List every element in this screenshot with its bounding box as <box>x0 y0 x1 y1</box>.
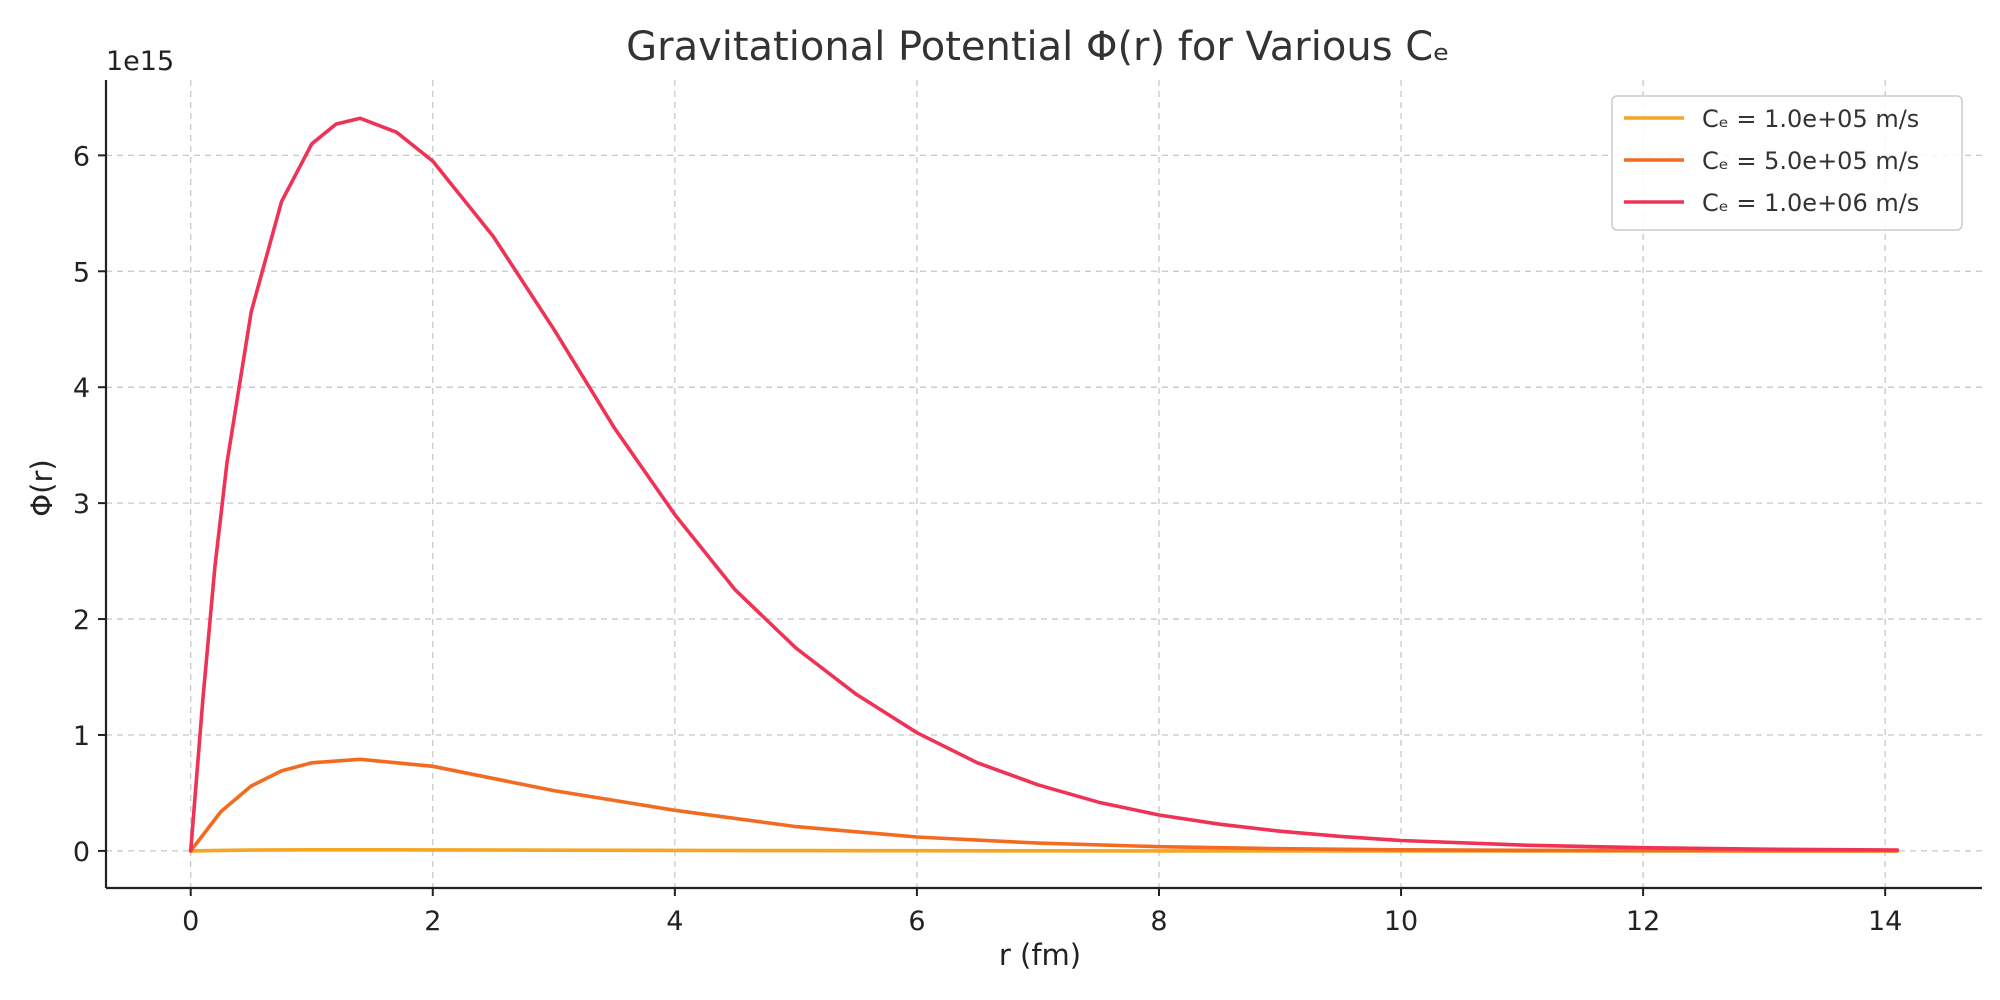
x-axis-ticks: 0 2 4 6 8 10 12 14 <box>182 888 1902 937</box>
chart-title: Gravitational Potential Φ(r) for Various… <box>626 24 1450 70</box>
y-axis-offset-label: 1e15 <box>106 46 174 77</box>
series-line-2 <box>188 116 1900 853</box>
x-tick-label-1: 2 <box>424 906 441 937</box>
x-axis-label: r (fm) <box>999 938 1081 972</box>
y-tick-label-2: 2 <box>73 605 90 636</box>
x-tick-label-0: 0 <box>182 906 199 937</box>
legend-label-0: Cₑ = 1.0e+05 m/s <box>1702 105 1919 133</box>
x-tick-label-6: 12 <box>1626 906 1660 937</box>
y-tick-label-0: 0 <box>73 837 90 868</box>
series-layer <box>188 116 1900 853</box>
legend-label-2: Cₑ = 1.0e+06 m/s <box>1702 189 1919 217</box>
x-tick-label-7: 14 <box>1868 906 1902 937</box>
x-tick-label-5: 10 <box>1384 906 1418 937</box>
y-tick-label-6: 6 <box>73 141 90 172</box>
legend: Cₑ = 1.0e+05 m/s Cₑ = 5.0e+05 m/s Cₑ = 1.0… <box>1611 95 1963 231</box>
x-tick-label-2: 4 <box>666 906 683 937</box>
y-tick-label-5: 5 <box>73 257 90 288</box>
legend-box <box>1611 95 1963 231</box>
legend-items: Cₑ = 1.0e+05 m/s Cₑ = 5.0e+05 m/s Cₑ = 1.0… <box>1624 105 1919 217</box>
x-tick-label-4: 8 <box>1150 906 1167 937</box>
y-tick-label-1: 1 <box>73 721 90 752</box>
y-tick-label-4: 4 <box>73 373 90 404</box>
series-line-1 <box>188 757 1900 853</box>
y-axis-label: Φ(r) <box>25 459 59 516</box>
legend-label-1: Cₑ = 5.0e+05 m/s <box>1702 147 1919 175</box>
y-tick-label-3: 3 <box>73 489 90 520</box>
x-tick-label-3: 6 <box>908 906 925 937</box>
y-axis-ticks: 0 1 2 3 4 5 6 <box>73 141 106 868</box>
